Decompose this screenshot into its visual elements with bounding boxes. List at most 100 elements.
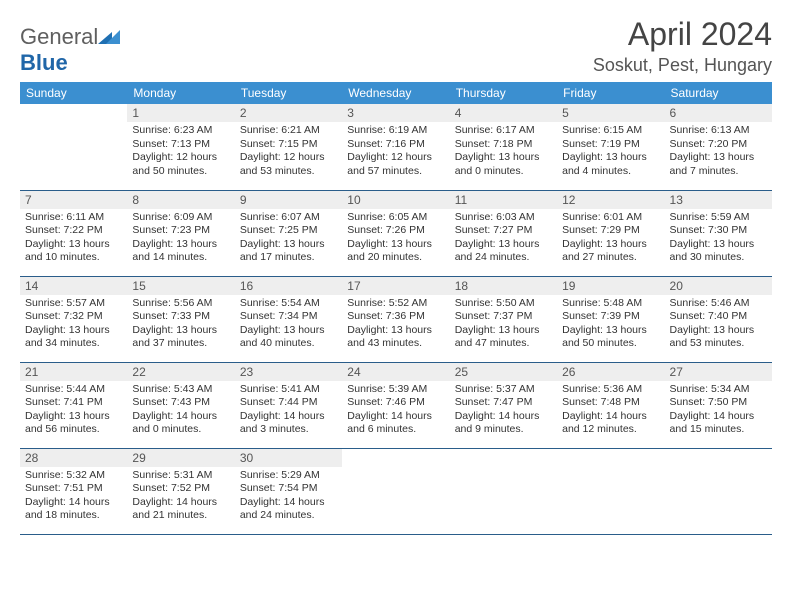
calendar-day-cell: 2Sunrise: 6:21 AMSunset: 7:15 PMDaylight…: [235, 104, 342, 190]
daylight-line: Daylight: 13 hours and 43 minutes.: [347, 324, 444, 351]
sunrise-line: Sunrise: 6:21 AM: [240, 124, 337, 138]
sunrise-line: Sunrise: 6:11 AM: [25, 211, 122, 225]
day-details: Sunrise: 5:37 AMSunset: 7:47 PMDaylight:…: [450, 381, 557, 442]
weekday-header: Sunday: [20, 82, 127, 104]
calendar-day-cell: [665, 448, 772, 534]
sunset-line: Sunset: 7:23 PM: [132, 224, 229, 238]
day-number: 19: [557, 277, 664, 295]
day-number: 4: [450, 104, 557, 122]
sunset-line: Sunset: 7:32 PM: [25, 310, 122, 324]
sunset-line: Sunset: 7:27 PM: [455, 224, 552, 238]
calendar-day-cell: 29Sunrise: 5:31 AMSunset: 7:52 PMDayligh…: [127, 448, 234, 534]
brand-logo: General Blue: [20, 16, 120, 76]
sunrise-line: Sunrise: 5:59 AM: [670, 211, 767, 225]
day-number: 30: [235, 449, 342, 467]
day-number: 15: [127, 277, 234, 295]
day-number: 1: [127, 104, 234, 122]
brand-name-part1: General: [20, 24, 98, 49]
sunrise-line: Sunrise: 6:09 AM: [132, 211, 229, 225]
day-number: 10: [342, 191, 449, 209]
day-details: Sunrise: 5:41 AMSunset: 7:44 PMDaylight:…: [235, 381, 342, 442]
calendar-day-cell: 16Sunrise: 5:54 AMSunset: 7:34 PMDayligh…: [235, 276, 342, 362]
header: General Blue April 2024 Soskut, Pest, Hu…: [20, 16, 772, 76]
day-number: 18: [450, 277, 557, 295]
calendar-day-cell: 8 Sunrise: 6:09 AMSunset: 7:23 PMDaylight…: [127, 190, 234, 276]
title-block: April 2024 Soskut, Pest, Hungary: [593, 16, 772, 76]
sunrise-line: Sunrise: 6:15 AM: [562, 124, 659, 138]
sunset-line: Sunset: 7:46 PM: [347, 396, 444, 410]
sunset-line: Sunset: 7:51 PM: [25, 482, 122, 496]
daylight-line: Daylight: 14 hours and 18 minutes.: [25, 496, 122, 523]
calendar-day-cell: 13Sunrise: 5:59 AMSunset: 7:30 PMDayligh…: [665, 190, 772, 276]
day-number: 29: [127, 449, 234, 467]
daylight-line: Daylight: 13 hours and 56 minutes.: [25, 410, 122, 437]
calendar-day-cell: 22Sunrise: 5:43 AMSunset: 7:43 PMDayligh…: [127, 362, 234, 448]
day-number: 27: [665, 363, 772, 381]
day-details: Sunrise: 5:48 AMSunset: 7:39 PMDaylight:…: [557, 295, 664, 356]
month-title: April 2024: [593, 16, 772, 53]
daylight-line: Daylight: 13 hours and 50 minutes.: [562, 324, 659, 351]
sunrise-line: Sunrise: 6:17 AM: [455, 124, 552, 138]
sunrise-line: Sunrise: 5:32 AM: [25, 469, 122, 483]
sunset-line: Sunset: 7:40 PM: [670, 310, 767, 324]
daylight-line: Daylight: 14 hours and 12 minutes.: [562, 410, 659, 437]
calendar-day-cell: 11Sunrise: 6:03 AMSunset: 7:27 PMDayligh…: [450, 190, 557, 276]
calendar-table: SundayMondayTuesdayWednesdayThursdayFrid…: [20, 82, 772, 535]
calendar-day-cell: 21Sunrise: 5:44 AMSunset: 7:41 PMDayligh…: [20, 362, 127, 448]
daylight-line: Daylight: 14 hours and 6 minutes.: [347, 410, 444, 437]
daylight-line: Daylight: 13 hours and 47 minutes.: [455, 324, 552, 351]
sunrise-line: Sunrise: 6:23 AM: [132, 124, 229, 138]
day-number: 2: [235, 104, 342, 122]
calendar-day-cell: 15Sunrise: 5:56 AMSunset: 7:33 PMDayligh…: [127, 276, 234, 362]
calendar-day-cell: 18Sunrise: 5:50 AMSunset: 7:37 PMDayligh…: [450, 276, 557, 362]
day-number: 16: [235, 277, 342, 295]
calendar-day-cell: 7Sunrise: 6:11 AMSunset: 7:22 PMDaylight…: [20, 190, 127, 276]
daylight-line: Daylight: 14 hours and 21 minutes.: [132, 496, 229, 523]
sunrise-line: Sunrise: 5:46 AM: [670, 297, 767, 311]
sunrise-line: Sunrise: 6:03 AM: [455, 211, 552, 225]
calendar-day-cell: 26Sunrise: 5:36 AMSunset: 7:48 PMDayligh…: [557, 362, 664, 448]
sunrise-line: Sunrise: 6:13 AM: [670, 124, 767, 138]
sunset-line: Sunset: 7:36 PM: [347, 310, 444, 324]
weekday-header: Tuesday: [235, 82, 342, 104]
day-details: Sunrise: 6:19 AMSunset: 7:16 PMDaylight:…: [342, 122, 449, 183]
day-details: Sunrise: 6:21 AMSunset: 7:15 PMDaylight:…: [235, 122, 342, 183]
daylight-line: Daylight: 13 hours and 10 minutes.: [25, 238, 122, 265]
calendar-day-cell: 10Sunrise: 6:05 AMSunset: 7:26 PMDayligh…: [342, 190, 449, 276]
day-number: 5: [557, 104, 664, 122]
daylight-line: Daylight: 13 hours and 27 minutes.: [562, 238, 659, 265]
sunset-line: Sunset: 7:18 PM: [455, 138, 552, 152]
daylight-line: Daylight: 14 hours and 0 minutes.: [132, 410, 229, 437]
weekday-header: Thursday: [450, 82, 557, 104]
day-details: Sunrise: 6:07 AMSunset: 7:25 PMDaylight:…: [235, 209, 342, 270]
day-details: Sunrise: 6:23 AMSunset: 7:13 PMDaylight:…: [127, 122, 234, 183]
weekday-header: Friday: [557, 82, 664, 104]
sunset-line: Sunset: 7:15 PM: [240, 138, 337, 152]
day-details: Sunrise: 5:29 AMSunset: 7:54 PMDaylight:…: [235, 467, 342, 528]
sunrise-line: Sunrise: 6:07 AM: [240, 211, 337, 225]
daylight-line: Daylight: 13 hours and 0 minutes.: [455, 151, 552, 178]
weekday-header: Wednesday: [342, 82, 449, 104]
sunset-line: Sunset: 7:39 PM: [562, 310, 659, 324]
day-details: Sunrise: 6:05 AMSunset: 7:26 PMDaylight:…: [342, 209, 449, 270]
daylight-line: Daylight: 13 hours and 30 minutes.: [670, 238, 767, 265]
calendar-body: 1Sunrise: 6:23 AMSunset: 7:13 PMDaylight…: [20, 104, 772, 534]
calendar-day-cell: 30Sunrise: 5:29 AMSunset: 7:54 PMDayligh…: [235, 448, 342, 534]
day-number: 25: [450, 363, 557, 381]
flag-icon: [98, 24, 120, 50]
daylight-line: Daylight: 13 hours and 53 minutes.: [670, 324, 767, 351]
day-details: Sunrise: 6:01 AMSunset: 7:29 PMDaylight:…: [557, 209, 664, 270]
daylight-line: Daylight: 13 hours and 34 minutes.: [25, 324, 122, 351]
sunset-line: Sunset: 7:25 PM: [240, 224, 337, 238]
sunrise-line: Sunrise: 5:57 AM: [25, 297, 122, 311]
sunrise-line: Sunrise: 6:19 AM: [347, 124, 444, 138]
day-details: Sunrise: 5:57 AMSunset: 7:32 PMDaylight:…: [20, 295, 127, 356]
day-details: Sunrise: 5:32 AMSunset: 7:51 PMDaylight:…: [20, 467, 127, 528]
day-details: Sunrise: 5:31 AMSunset: 7:52 PMDaylight:…: [127, 467, 234, 528]
day-details: Sunrise: 5:54 AMSunset: 7:34 PMDaylight:…: [235, 295, 342, 356]
sunset-line: Sunset: 7:29 PM: [562, 224, 659, 238]
daylight-line: Daylight: 13 hours and 14 minutes.: [132, 238, 229, 265]
weekday-header: Saturday: [665, 82, 772, 104]
sunrise-line: Sunrise: 5:39 AM: [347, 383, 444, 397]
day-number: 8: [127, 191, 234, 209]
